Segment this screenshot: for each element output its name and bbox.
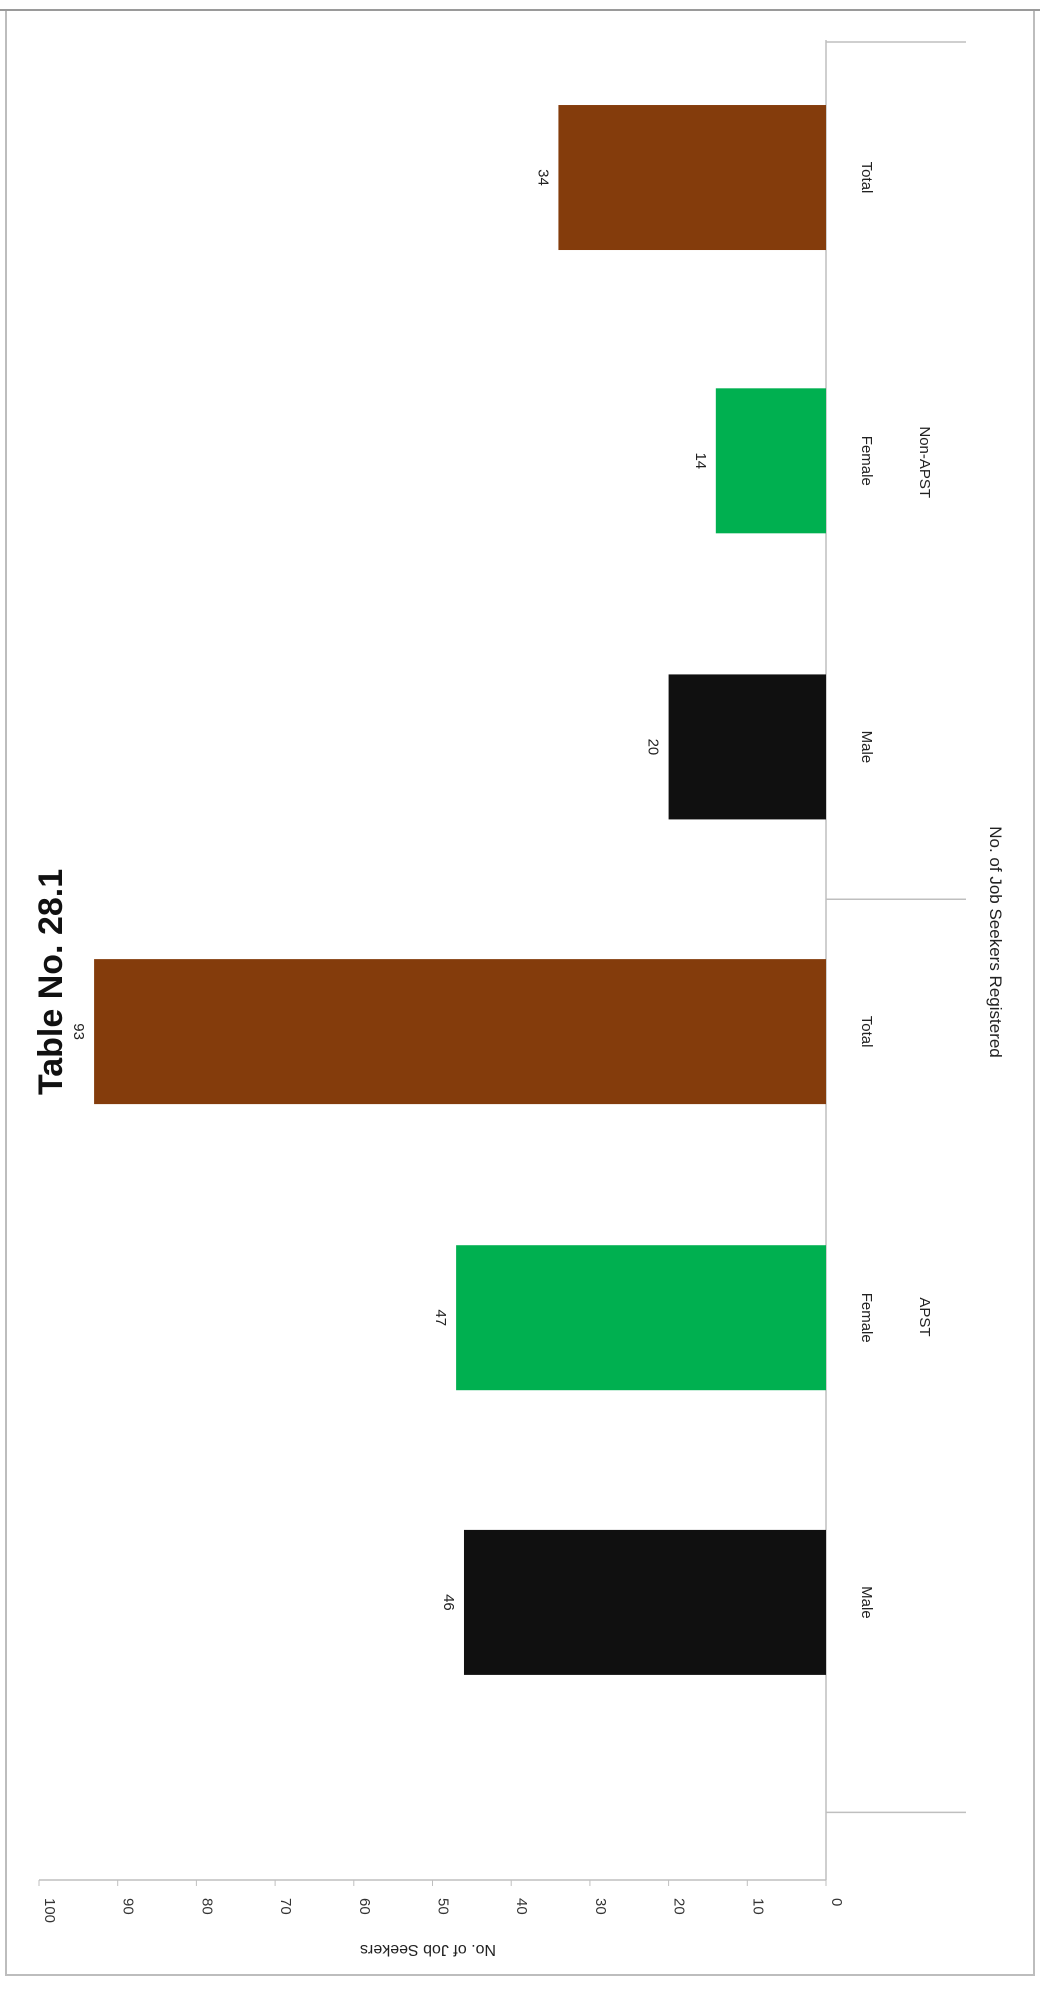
category-tick-label: Female: [858, 1293, 875, 1343]
labels-layer: 34 Total 14 Female 20 Male 93 Total 47 Female 46 Ma…: [70, 162, 933, 1619]
y-tick-label: 0: [828, 1898, 845, 1906]
y-tick-label: 80: [198, 1898, 215, 1915]
x-axis-title: No. of Job Seekers Registered: [986, 826, 1005, 1058]
data-label: 93: [70, 1023, 87, 1040]
category-tick-label: Male: [858, 731, 875, 764]
bar-apst-total: [94, 959, 827, 1105]
data-label: 34: [534, 169, 551, 186]
bar-apst-male: [463, 1529, 826, 1675]
category-tick-label: Total: [858, 1016, 875, 1048]
y-tick-label: 40: [513, 1898, 530, 1915]
bar-apst-female: [456, 1245, 826, 1391]
chart-title: Table No. 28.1: [32, 869, 70, 1095]
y-axis-title: No. of Job Seekers: [360, 1941, 496, 1958]
category-tick-label: Total: [858, 162, 875, 194]
data-label: 46: [440, 1594, 457, 1611]
category-tick-label: Female: [858, 436, 875, 486]
y-tick-label: 50: [435, 1898, 452, 1915]
bar-non-apst-male: [668, 674, 826, 820]
bar-non-apst-total: [558, 105, 826, 251]
y-tick-label: 20: [671, 1898, 688, 1915]
y-tick-label: 70: [277, 1898, 294, 1915]
group-label: Non-APST: [916, 426, 933, 498]
y-tick-label: 60: [356, 1898, 373, 1915]
group-label: APST: [916, 1297, 933, 1336]
y-tick-label: 100: [41, 1898, 58, 1923]
data-label: 20: [645, 739, 662, 756]
data-label: 14: [692, 452, 709, 469]
y-tick-label: 30: [592, 1898, 609, 1915]
category-tick-label: Male: [858, 1586, 875, 1619]
data-label: 47: [432, 1309, 449, 1326]
bar-non-apst-female: [715, 388, 826, 534]
y-tick-label: 10: [749, 1898, 766, 1915]
y-tick-label: 90: [120, 1898, 137, 1915]
bars-layer: [94, 105, 827, 1675]
